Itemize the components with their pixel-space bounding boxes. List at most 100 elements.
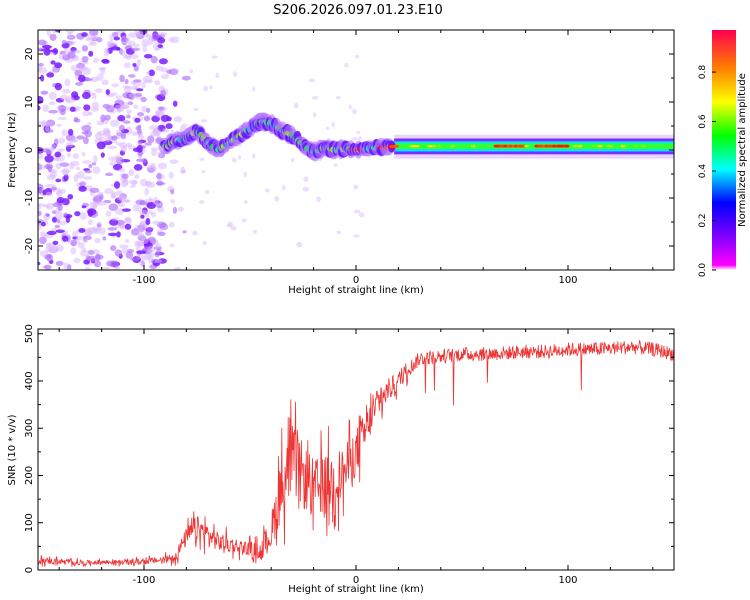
heatmap-noise-cell <box>281 185 286 191</box>
heatmap-noise-cell <box>55 260 64 267</box>
heatmap-noise-cell <box>104 136 112 142</box>
heatmap-noise-cell <box>88 42 97 47</box>
heatmap-noise-cell <box>181 75 191 81</box>
heatmap-noise-cell <box>170 199 176 204</box>
heatmap-noise-cell <box>137 233 145 238</box>
heatmap-noise-cell <box>141 157 147 164</box>
heatmap-noise-cell <box>38 39 47 46</box>
heatmap-noise-cell <box>145 230 152 236</box>
heatmap-noise-cell <box>104 172 114 177</box>
heatmap-noise-cell <box>146 107 151 113</box>
heatmap-noise-cell <box>151 149 158 157</box>
heatmap-noise-cell <box>49 171 57 179</box>
heatmap-noise-cell <box>45 125 50 132</box>
heatmap-noise-cell <box>169 159 179 164</box>
heatmap-noise-cell <box>65 30 75 34</box>
heatmap-noise-cell <box>130 47 141 52</box>
heatmap-noise-cell <box>72 152 80 160</box>
heatmap-noise-cell <box>46 30 52 37</box>
heatmap-noise-cell <box>51 216 58 223</box>
heatmap-noise-cell <box>199 200 205 205</box>
heatmap-noise-cell <box>87 226 96 234</box>
heatmap-noise-cell <box>180 170 187 174</box>
heatmap-noise-cell <box>143 199 154 203</box>
heatmap-noise-cell <box>130 257 140 261</box>
heatmap-noise-cell <box>150 55 158 64</box>
heatmap-noise-cell <box>92 57 100 64</box>
heatmap-noise-cell <box>226 224 232 228</box>
colorbar-tick-label: 0.0 <box>698 263 708 278</box>
heatmap-noise-cell <box>67 264 72 270</box>
heatmap-noise-cell <box>107 232 118 237</box>
heatmap-noise-cell <box>43 212 51 221</box>
snr-ytick-label: 0 <box>24 567 35 573</box>
heatmap-noise-cell <box>73 49 81 54</box>
snr-ytick-label: 400 <box>24 371 35 390</box>
heatmap-noise-cell <box>119 223 125 230</box>
heatmap-noise-cell <box>93 154 98 163</box>
heatmap-noise-cell <box>135 246 141 251</box>
heatmap-noise-cell <box>91 162 97 166</box>
heatmap-noise-cell <box>61 39 67 45</box>
heatmap-noise-cell <box>302 186 309 192</box>
ridge-cell <box>620 144 626 148</box>
heatmap-noise-cell <box>211 55 219 59</box>
heatmap-noise-cell <box>43 264 52 270</box>
heatmap-noise-cell <box>74 211 81 217</box>
colorbar-tick-label: 0.2 <box>698 213 708 227</box>
heatmap-noise-cell <box>125 239 130 243</box>
heatmap-noise-cell <box>177 206 184 212</box>
heatmap-noise-cell <box>50 143 57 151</box>
heatmap-noise-cell <box>243 171 248 177</box>
heatmap-noise-cell <box>76 135 85 140</box>
heatmap-noise-cell <box>147 245 156 253</box>
heatmap-noise-cell <box>143 115 151 122</box>
heatmap-noise-cell <box>128 74 136 78</box>
heatmap-noise-cell <box>67 51 76 59</box>
heatmap-noise-cell <box>133 164 143 171</box>
snr-plot-area <box>38 339 674 568</box>
heatmap-noise-cell <box>40 90 49 95</box>
heatmap-noise-cell <box>127 32 137 38</box>
heatmap-noise-cell <box>56 148 65 152</box>
heatmap-noise-cell <box>111 135 118 141</box>
heatmap-noise-cell <box>153 196 159 205</box>
heatmap-noise-cell <box>55 178 62 183</box>
heatmap-noise-cell <box>71 91 79 99</box>
heatmap-noise-cell <box>93 260 101 268</box>
heatmap-noise-cell <box>170 129 175 135</box>
heatmap-noise-cell <box>39 233 48 237</box>
heatmap-noise-cell <box>182 230 187 234</box>
heatmap-noise-cell <box>173 116 183 123</box>
heatmap-noise-cell <box>137 226 143 235</box>
heatmap-noise-cell <box>92 194 103 203</box>
snr-ytick-label: 200 <box>24 466 35 485</box>
colorbar-tick-label: 0.8 <box>698 65 708 80</box>
heatmap-noise-cell <box>97 191 104 196</box>
heatmap-noise-cell <box>358 136 362 141</box>
heatmap-noise-cell <box>145 217 151 226</box>
heatmap-noise-cell <box>88 164 93 168</box>
heatmap-noise-cell <box>126 114 131 119</box>
heatmap-noise-cell <box>122 120 131 124</box>
heatmap-noise-cell <box>81 32 88 37</box>
heatmap-noise-cell <box>92 201 98 210</box>
heatmap-noise-cell <box>77 74 86 83</box>
heatmap-noise-cell <box>44 183 55 188</box>
heatmap-noise-cell <box>70 65 78 71</box>
heatmap-noise-cell <box>69 162 74 170</box>
heatmap-noise-cell <box>38 152 44 160</box>
snr-axes: -100 0 100 0 100 200 300 400 500 <box>24 324 674 586</box>
heatmap-noise-cell <box>81 247 87 253</box>
heatmap-noise-cell <box>65 96 75 104</box>
heatmap-noise-cell <box>136 250 147 255</box>
heatmap-noise-cell <box>215 72 220 79</box>
heatmap-noise-cell <box>168 68 179 76</box>
heatmap-noise-cell <box>41 221 46 227</box>
heatmap-noise-cell <box>137 124 142 129</box>
snr-xlabel: Height of straight line (km) <box>288 584 424 595</box>
heatmap-noise-cell <box>109 119 120 127</box>
heatmap-noise-cell <box>44 254 51 260</box>
